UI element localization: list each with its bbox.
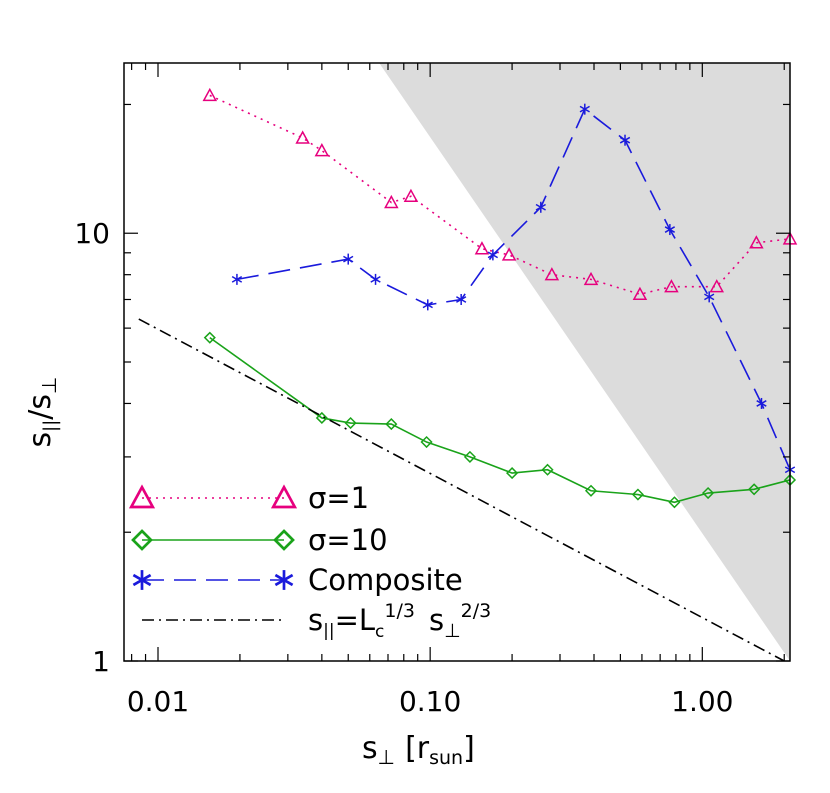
series-line-1: [209, 337, 790, 504]
data-point-s1-7: [541, 463, 554, 476]
data-point-s1-12: [748, 483, 761, 496]
legend-marker-shape: [270, 484, 298, 509]
data-point-s0-10: [664, 279, 679, 293]
data-point-s2-11: [756, 397, 767, 409]
data-point-s0-2: [314, 143, 330, 157]
data-point-s1-9: [631, 488, 644, 501]
data-point-s0-11: [709, 279, 725, 293]
data-point-s0-7: [544, 267, 560, 281]
legend-markers-0: [128, 484, 298, 509]
legend-marker-shape: [274, 570, 294, 590]
data-point-s0-4: [403, 188, 419, 203]
legend-marker-0-0: [128, 484, 156, 509]
y-axis-label: s||/s⊥: [23, 377, 61, 448]
y-tick-label-0: 1: [92, 645, 110, 678]
data-point-s2-10: [704, 291, 715, 303]
data-point-s1-6: [506, 467, 519, 480]
shaded-region-layer: [379, 63, 790, 661]
axis-layer: 0.01 0.10 1.00 1 10: [74, 62, 791, 718]
data-point-s1-3: [385, 418, 398, 431]
legend-markers-2: [132, 570, 294, 590]
legend-entry-0: σ=1: [128, 481, 369, 515]
shaded-region: [379, 63, 790, 661]
data-point-s1-8: [584, 484, 598, 497]
legend-marker-shape: [128, 484, 156, 509]
data-point-s2-3: [422, 299, 433, 311]
data-point-s0-12: [749, 235, 764, 249]
data-point-s2-1: [343, 253, 354, 265]
legend-label-3: s||=Lc1/3 s⊥2/3: [308, 600, 491, 642]
x-axis-label: s⊥ [rsun]: [362, 731, 475, 769]
legend-label-1: σ=10: [308, 523, 388, 557]
y-tick-label-1: 10: [74, 217, 110, 250]
legend-marker-2-0: [132, 570, 152, 590]
legend-marker-shape: [131, 529, 153, 551]
data-point-s0-3: [384, 194, 399, 209]
data-point-s0-9: [632, 286, 648, 301]
data-point-s0-0: [202, 87, 218, 102]
data-point-s0-6: [501, 247, 517, 261]
legend-marker-shape: [132, 570, 152, 590]
data-point-s0-1: [295, 130, 310, 144]
data-point-s2-0: [231, 273, 243, 285]
data-point-s2-5: [487, 249, 499, 261]
data-point-s2-2: [370, 273, 381, 285]
data-point-s2-9: [664, 224, 676, 236]
data-point-s1-1: [315, 411, 328, 424]
data-point-s1-0: [203, 331, 216, 344]
marker-layer: [202, 87, 798, 509]
data-point-s2-6: [535, 201, 546, 213]
data-point-s1-5: [463, 450, 476, 463]
data-point-s0-5: [474, 241, 490, 255]
series-line-3: [138, 318, 785, 661]
x-tick-label-2: 1.00: [671, 685, 733, 718]
legend-marker-shape: [273, 529, 295, 551]
data-point-s1-4: [420, 435, 433, 449]
series-line-0: [209, 94, 790, 296]
legend-marker-2-1: [274, 570, 294, 590]
x-tick-label-0: 0.01: [127, 685, 189, 718]
legend-entry-1: σ=10: [131, 523, 388, 557]
data-point-s0-8: [583, 271, 599, 286]
legend-entry-3: s||=Lc1/3 s⊥2/3: [142, 600, 491, 642]
legend-entry-2: Composite: [132, 563, 463, 597]
data-point-s1-10: [668, 496, 681, 509]
data-point-s2-7: [579, 103, 590, 115]
legend-markers-1: [131, 529, 295, 551]
legend-label-0: σ=1: [308, 481, 369, 515]
data-point-s1-2: [344, 416, 357, 430]
legend-marker-0-1: [270, 484, 298, 509]
legend-marker-1-0: [131, 529, 153, 551]
data-point-s2-4: [456, 293, 467, 305]
data-point-s2-8: [619, 134, 631, 146]
data-point-s1-11: [702, 486, 715, 500]
legend-label-2: Composite: [308, 563, 463, 597]
legend-marker-1-1: [273, 529, 295, 551]
x-tick-label-1: 0.10: [399, 685, 461, 718]
